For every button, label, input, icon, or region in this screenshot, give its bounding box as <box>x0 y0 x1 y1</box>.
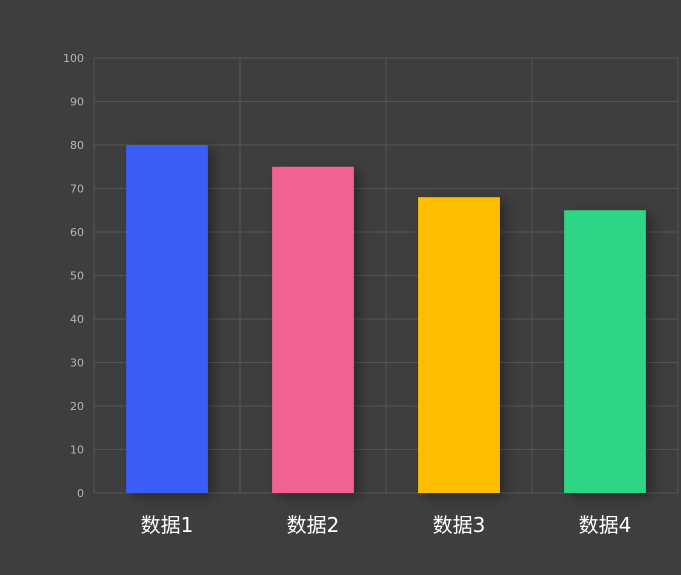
y-tick-label: 50 <box>70 270 84 283</box>
bar-3 <box>418 197 500 493</box>
y-tick-label: 80 <box>70 139 84 152</box>
y-tick-label: 10 <box>70 444 84 457</box>
y-tick-label: 70 <box>70 183 84 196</box>
y-tick-label: 30 <box>70 357 84 370</box>
y-tick-label: 20 <box>70 400 84 413</box>
y-axis: 0 10 20 30 40 50 60 70 80 90 100 <box>63 52 84 500</box>
x-category-label: 数据4 <box>579 513 632 537</box>
bar-1 <box>126 145 208 493</box>
y-tick-label: 90 <box>70 96 84 109</box>
y-tick-label: 0 <box>77 487 84 500</box>
x-axis: 数据1 数据2 数据3 数据4 <box>141 513 632 537</box>
x-category-label: 数据1 <box>141 513 194 537</box>
y-tick-label: 60 <box>70 226 84 239</box>
x-category-label: 数据2 <box>287 513 340 537</box>
bars <box>126 145 646 493</box>
bar-4 <box>564 210 646 493</box>
x-category-label: 数据3 <box>433 513 486 537</box>
y-tick-label: 40 <box>70 313 84 326</box>
y-tick-label: 100 <box>63 52 84 65</box>
bar-2 <box>272 166 354 493</box>
